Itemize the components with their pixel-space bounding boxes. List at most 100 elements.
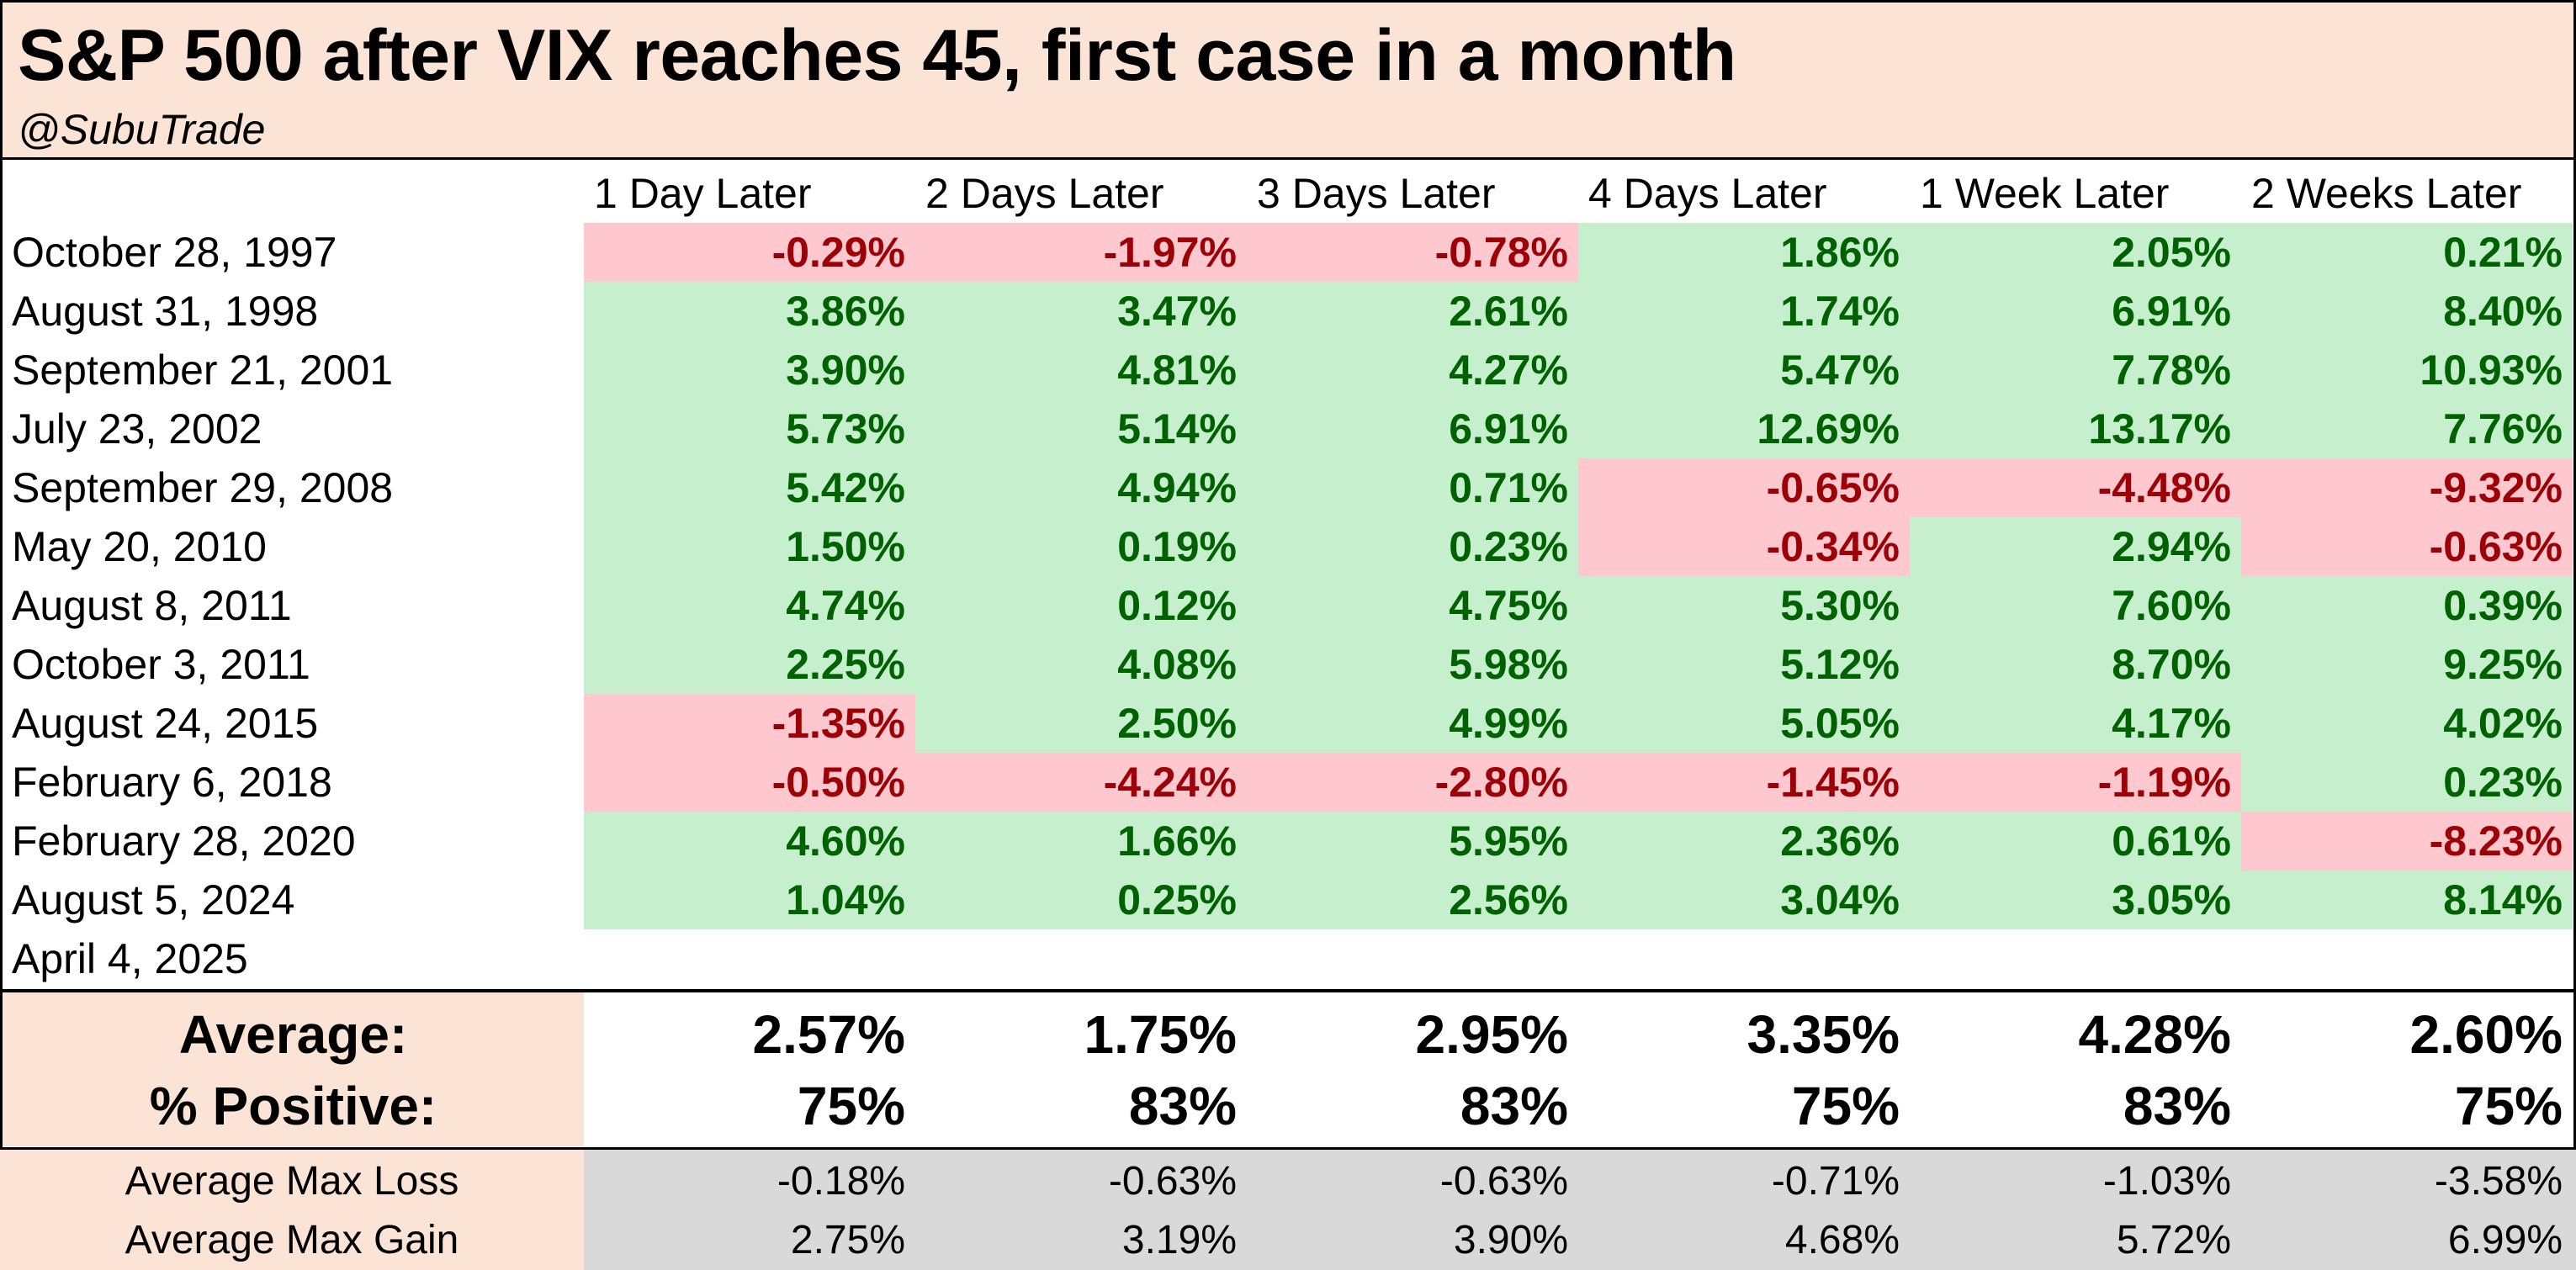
summary-value: 75%: [2454, 1076, 2563, 1136]
return-cell: 6.91%: [1910, 282, 2241, 341]
return-cell: 5.30%: [1578, 576, 1910, 635]
bottom-value: 3.19%: [1121, 1218, 1237, 1262]
row-date-label: April 4, 2025: [12, 935, 248, 982]
return-cell: 4.02%: [2241, 694, 2573, 753]
summary-label: % Positive:: [149, 1076, 437, 1136]
return-cell: 12.69%: [1578, 400, 1910, 458]
return-cell: -1.45%: [1578, 753, 1910, 812]
return-cell: 9.25%: [2241, 635, 2573, 694]
title-band: S&P 500 after VIX reaches 45, first case…: [0, 0, 2576, 160]
return-cell: 5.14%: [915, 400, 1247, 458]
return-cell: 0.19%: [915, 517, 1247, 576]
bottom-values-background: [584, 1150, 2576, 1270]
row-date-label: August 31, 1998: [12, 288, 319, 335]
return-cell: -4.48%: [1910, 458, 2241, 517]
column-header: 3 Days Later: [1257, 170, 1496, 217]
return-cell: 5.95%: [1247, 812, 1578, 870]
return-cell: 4.99%: [1247, 694, 1578, 753]
return-cell: 2.05%: [1910, 223, 2241, 282]
return-cell: 8.70%: [1910, 635, 2241, 694]
return-cell: 1.86%: [1578, 223, 1910, 282]
return-cell: 0.71%: [1247, 458, 1578, 517]
return-cell: 4.27%: [1247, 341, 1578, 400]
return-cell: 5.42%: [584, 458, 915, 517]
column-header: 2 Days Later: [925, 170, 1164, 217]
return-cell: -1.35%: [584, 694, 915, 753]
return-cell: 1.50%: [584, 517, 915, 576]
row-date-label: February 6, 2018: [12, 759, 332, 806]
return-cell: 6.91%: [1247, 400, 1578, 458]
return-cell: 13.17%: [1910, 400, 2241, 458]
return-cell: -8.23%: [2241, 812, 2573, 870]
return-cell: 3.04%: [1578, 870, 1910, 929]
summary-value: 4.28%: [2078, 1004, 2231, 1065]
return-cell: 0.23%: [1247, 517, 1578, 576]
bottom-label: Average Max Gain: [125, 1218, 459, 1262]
bottom-value: -0.18%: [777, 1159, 905, 1204]
return-cell: 0.39%: [2241, 576, 2573, 635]
return-cell: 5.05%: [1578, 694, 1910, 753]
return-cell: 1.04%: [584, 870, 915, 929]
return-cell: 0.25%: [915, 870, 1247, 929]
bottom-label: Average Max Loss: [125, 1159, 459, 1204]
column-header: 4 Days Later: [1588, 170, 1827, 217]
return-cell: 5.12%: [1578, 635, 1910, 694]
return-cell: 5.98%: [1247, 635, 1578, 694]
return-cell: 7.60%: [1910, 576, 2241, 635]
return-cell: 4.74%: [584, 576, 915, 635]
chart-title: S&P 500 after VIX reaches 45, first case…: [18, 15, 1736, 96]
return-cell: 10.93%: [2241, 341, 2573, 400]
row-date-label: October 3, 2011: [12, 641, 310, 688]
return-cell: 2.56%: [1247, 870, 1578, 929]
return-cell: 8.14%: [2241, 870, 2573, 929]
return-cell: 3.47%: [915, 282, 1247, 341]
return-cell: -0.78%: [1247, 223, 1578, 282]
return-cell: 4.08%: [915, 635, 1247, 694]
bottom-label-background: [0, 1150, 584, 1270]
return-cell: 8.40%: [2241, 282, 2573, 341]
return-cell: -1.97%: [915, 223, 1247, 282]
summary-value: 75%: [797, 1076, 905, 1136]
return-cell: 5.47%: [1578, 341, 1910, 400]
return-cell: 3.86%: [584, 282, 915, 341]
column-header: 1 Day Later: [594, 170, 812, 217]
return-cell: -1.19%: [1910, 753, 2241, 812]
bottom-value: -0.63%: [1108, 1159, 1237, 1204]
return-cell: 2.36%: [1578, 812, 1910, 870]
bottom-value: 2.75%: [790, 1218, 905, 1262]
bottom-value: 6.99%: [2447, 1218, 2563, 1262]
return-cell: -4.24%: [915, 753, 1247, 812]
row-date-label: September 29, 2008: [12, 464, 394, 511]
summary-value: 83%: [1460, 1076, 1568, 1136]
return-cell: 4.94%: [915, 458, 1247, 517]
row-date-label: July 23, 2002: [12, 405, 262, 452]
return-cell: -0.65%: [1578, 458, 1910, 517]
return-cell: -2.80%: [1247, 753, 1578, 812]
return-cell: -0.50%: [584, 753, 915, 812]
bottom-value: -1.03%: [2102, 1159, 2231, 1204]
summary-value: 2.95%: [1415, 1004, 1568, 1065]
return-cell: 1.74%: [1578, 282, 1910, 341]
bottom-value: -0.71%: [1771, 1159, 1900, 1204]
summary-value: 3.35%: [1746, 1004, 1900, 1065]
column-header: 2 Weeks Later: [2251, 170, 2522, 217]
bottom-value: 5.72%: [2116, 1218, 2231, 1262]
summary-value: 75%: [1791, 1076, 1900, 1136]
return-cell: 7.76%: [2241, 400, 2573, 458]
return-cell: 4.60%: [584, 812, 915, 870]
summary-value: 83%: [2123, 1076, 2231, 1136]
summary-divider: [0, 989, 2576, 992]
summary-value: 2.57%: [752, 1004, 905, 1065]
row-date-label: August 8, 2011: [12, 582, 292, 629]
bottom-value: 3.90%: [1453, 1218, 1568, 1262]
return-cell: 0.12%: [915, 576, 1247, 635]
return-cell: 0.21%: [2241, 223, 2573, 282]
return-cell: 5.73%: [584, 400, 915, 458]
return-cell: 3.05%: [1910, 870, 2241, 929]
return-cell: 1.66%: [915, 812, 1247, 870]
return-cell: 2.50%: [915, 694, 1247, 753]
row-date-label: August 24, 2015: [12, 700, 319, 747]
row-date-label: May 20, 2010: [12, 523, 267, 570]
row-date-label: October 28, 1997: [12, 229, 337, 276]
return-cell: 3.90%: [584, 341, 915, 400]
